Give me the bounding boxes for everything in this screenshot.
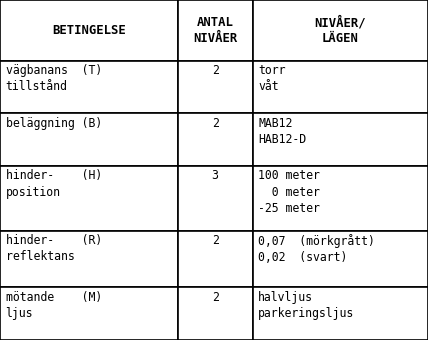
Text: hinder-    (H)
position: hinder- (H) position [6,170,102,199]
Text: 3: 3 [211,170,219,183]
Text: 2: 2 [211,234,219,247]
Bar [253,113,428,166]
Bar [178,0,253,61]
Text: beläggning (B): beläggning (B) [6,117,102,130]
Bar [0,0,178,61]
Bar [178,166,253,231]
Text: 2: 2 [211,291,219,304]
Text: 100 meter
  0 meter
-25 meter: 100 meter 0 meter -25 meter [258,170,320,216]
Text: mötande    (M)
ljus: mötande (M) ljus [6,291,102,320]
Bar [178,287,253,340]
Bar [253,166,428,231]
Bar [253,0,428,61]
Text: vägbanans  (T)
tillstånd: vägbanans (T) tillstånd [6,64,102,94]
Text: MAB12
HAB12-D: MAB12 HAB12-D [258,117,306,146]
Bar [253,287,428,340]
Bar [0,61,178,113]
Bar [0,287,178,340]
Text: ANTAL
NIVÅER: ANTAL NIVÅER [193,16,237,45]
Text: BETINGELSE: BETINGELSE [52,24,126,37]
Text: 2: 2 [211,117,219,130]
Bar [253,61,428,113]
Bar [178,61,253,113]
Text: torr
våt: torr våt [258,64,285,94]
Text: hinder-    (R)
reflektans: hinder- (R) reflektans [6,234,102,264]
Bar [0,166,178,231]
Bar [0,231,178,287]
Bar [0,113,178,166]
Bar [178,231,253,287]
Text: NIVÅER/
LÄGEN: NIVÅER/ LÄGEN [315,16,366,45]
Bar [178,113,253,166]
Text: halvljus
parkeringsljus: halvljus parkeringsljus [258,291,354,320]
Text: 2: 2 [211,64,219,77]
Text: 0,07  (mörkgrått)
0,02  (svart): 0,07 (mörkgrått) 0,02 (svart) [258,234,375,265]
Bar [253,231,428,287]
